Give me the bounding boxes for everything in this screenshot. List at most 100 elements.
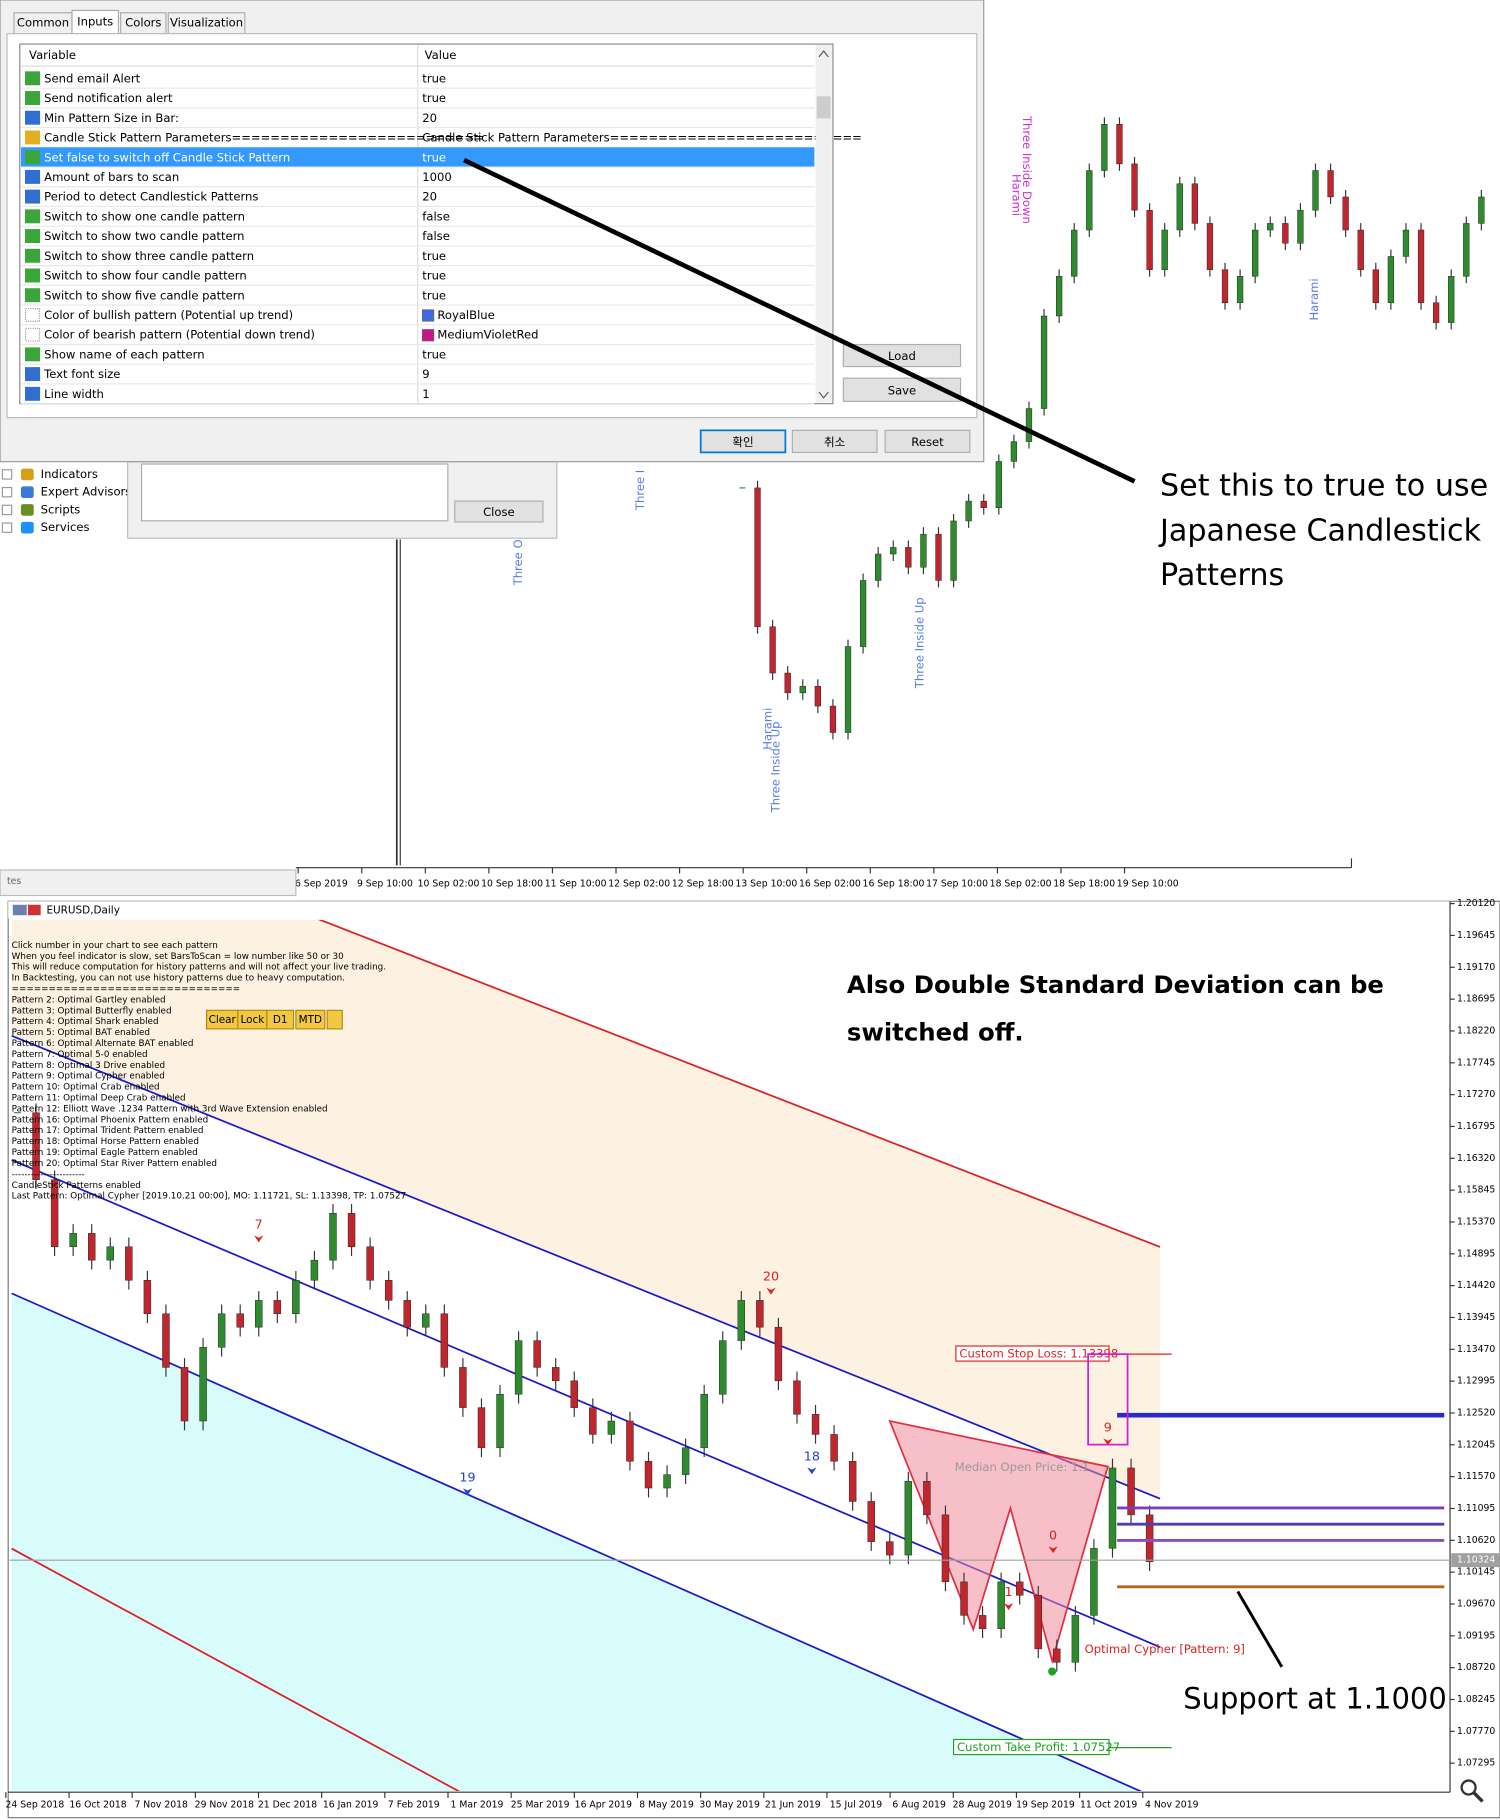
spin-button[interactable] [326,1009,343,1030]
button[interactable] [842,343,962,368]
button[interactable] [884,429,971,453]
panel-button[interactable] [266,1009,295,1030]
panel-button[interactable] [295,1009,326,1030]
row-name[interactable]: Text font size [43,367,120,381]
pattern-label: Three Inside Down [1020,115,1034,224]
harmonic-pattern [888,1419,1109,1665]
candle [886,1541,894,1556]
panel-button-label[interactable]: Clear [209,1014,237,1026]
pattern-number[interactable]: 19 [459,1470,475,1485]
aux-box [141,463,449,522]
row-icon [25,209,41,224]
pattern-number[interactable]: 1 [1004,1585,1012,1600]
candle [1053,1648,1061,1663]
zoom-icon[interactable] [1472,1790,1484,1803]
scroll-arrow[interactable] [818,391,829,399]
candle [1015,1581,1024,1596]
tree-item[interactable]: Services [41,520,90,534]
info-line: Pattern 19: Optimal Eagle Pattern enable… [12,1148,198,1158]
row-name[interactable]: Switch to show five candle pattern [44,288,245,302]
x-tick-label: 6 Sep 2019 [295,878,348,889]
row-value[interactable]: Candle Stick Pattern Parameters=========… [422,131,862,145]
tree-item[interactable]: Indicators [41,467,98,481]
x-tick-label: 29 Nov 2018 [195,1799,254,1810]
tree-item[interactable]: Scripts [41,502,81,516]
row-value[interactable]: true [422,71,446,85]
upper-band [11,919,1161,1499]
row-name[interactable]: Send email Alert [44,71,140,85]
button-label[interactable]: 취소 [824,435,846,449]
y-tick-label: 1.11095 [1457,1503,1495,1514]
row-name[interactable]: Min Pattern Size in Bar: [44,111,179,125]
row-value[interactable]: 1 [422,387,429,401]
pattern-number[interactable]: 0 [1049,1528,1057,1543]
row-name[interactable]: Color of bearish pattern (Potential down… [44,328,315,342]
panel-button-label[interactable]: Lock [240,1014,264,1026]
button-label[interactable]: Save [888,383,916,397]
row-value[interactable]: 20 [422,111,437,125]
button-label[interactable]: Reset [911,435,944,449]
row-name[interactable]: Line width [44,387,104,401]
panel-button-label[interactable]: MTD [299,1014,322,1026]
candle [811,1414,820,1435]
row-value[interactable]: RoyalBlue [437,308,494,322]
row-value[interactable]: true [422,91,446,105]
y-tick-label: 1.14420 [1457,1280,1495,1291]
row-value[interactable]: 1000 [422,170,451,184]
pattern-number[interactable]: 7 [255,1217,263,1232]
row-name[interactable]: Switch to show four candle pattern [44,269,247,283]
row-name[interactable]: Candle Stick Pattern Parameters=========… [44,131,484,145]
candle [1146,209,1153,270]
pattern-number[interactable]: 18 [804,1449,820,1464]
pattern-number[interactable]: 20 [763,1270,779,1285]
button[interactable] [791,429,878,453]
row-name[interactable]: Set false to switch off Candle Stick Pat… [44,150,290,164]
scroll-thumb[interactable] [816,96,831,119]
candle [904,1481,913,1556]
y-tick-label: 1.19645 [1457,930,1495,941]
row-name[interactable]: Switch to show three candle pattern [44,249,254,263]
scroll-arrow[interactable] [818,50,829,58]
button-label[interactable]: Load [888,349,916,363]
tab-label[interactable]: Visualization [170,16,243,30]
y-tick-label: 1.20120 [1457,898,1495,909]
zoom-icon[interactable] [1460,1779,1477,1796]
row-name[interactable]: Switch to show two candle pattern [44,229,244,243]
row-name[interactable]: Amount of bars to scan [44,170,179,184]
row-name[interactable]: Send notification alert [44,91,173,105]
button-label[interactable]: Close [483,505,515,519]
row-value[interactable]: true [422,269,446,283]
tab-label[interactable]: Colors [125,16,161,30]
row-name[interactable]: Switch to show one candle pattern [44,209,245,223]
row-name[interactable]: Period to detect Candlestick Patterns [44,190,258,204]
row-value[interactable]: true [422,150,446,164]
row-value[interactable]: 9 [422,367,429,381]
button[interactable] [454,500,544,523]
row-value[interactable]: true [422,347,446,361]
panel-button-label[interactable]: D1 [273,1014,288,1026]
tab-label[interactable]: Common [17,16,69,30]
scrollbar[interactable] [815,45,832,403]
row-value[interactable]: 20 [422,190,437,204]
x-tick-label: 21 Dec 2018 [258,1799,317,1810]
tab-label[interactable]: Inputs [77,15,113,29]
row-value[interactable]: false [422,229,450,243]
candle [1417,229,1425,303]
row-value[interactable]: MediumVioletRed [437,328,538,342]
row-name[interactable]: Show name of each pattern [44,347,204,361]
row-icon [25,169,41,184]
x-tick-label: 24 Sep 2018 [6,1799,65,1810]
row-value[interactable]: false [422,209,450,223]
pattern-number[interactable]: 9 [1104,1420,1112,1435]
candle [867,1501,875,1542]
candle [844,646,852,733]
row-value[interactable]: true [422,288,446,302]
tree-icon [20,468,34,481]
button-label[interactable]: 확인 [732,435,753,449]
row-name[interactable]: Color of bullish pattern (Potential up t… [44,308,293,322]
callout-text: Set this to true to use [1160,469,1488,504]
row-value[interactable]: true [422,249,446,263]
tree-item[interactable]: Expert Advisors [41,485,132,499]
info-line: In Backtesting, you can not use history … [12,974,345,984]
info-line: =============================== [12,984,241,994]
